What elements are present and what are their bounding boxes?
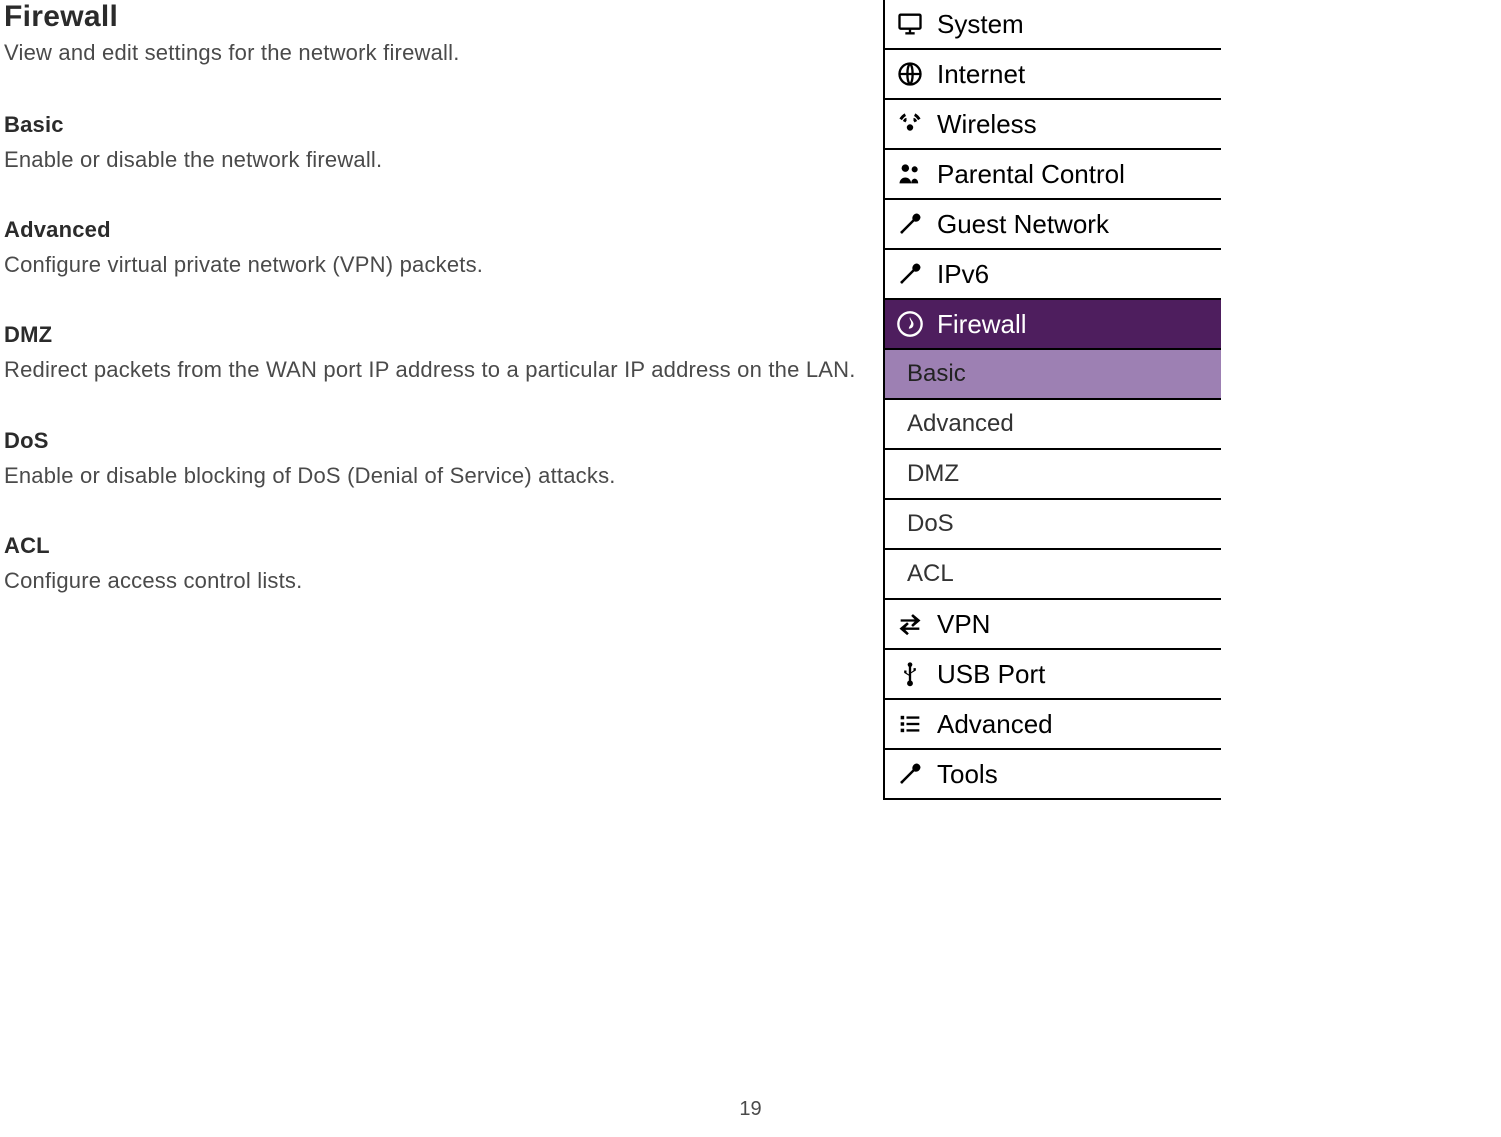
section-desc: Configure virtual private network (VPN) … xyxy=(4,249,870,280)
nav-label: Firewall xyxy=(937,309,1027,340)
fire-icon xyxy=(895,309,925,339)
section-dmz: DMZ Redirect packets from the WAN port I… xyxy=(4,322,870,385)
section-title: DoS xyxy=(4,428,870,454)
page-title: Firewall xyxy=(4,0,870,34)
page-intro: View and edit settings for the network f… xyxy=(4,40,870,66)
nav-sub-acl[interactable]: ACL xyxy=(885,548,1221,598)
section-title: DMZ xyxy=(4,322,870,348)
nav-label: Tools xyxy=(937,759,998,790)
section-basic: Basic Enable or disable the network fire… xyxy=(4,112,870,175)
monitor-icon xyxy=(895,9,925,39)
nav-sub-label: Basic xyxy=(907,360,966,388)
nav-item-advanced[interactable]: Advanced xyxy=(885,698,1221,748)
wrench-icon xyxy=(895,209,925,239)
nav-label: Advanced xyxy=(937,709,1053,740)
section-title: Basic xyxy=(4,112,870,138)
wifi-icon xyxy=(895,109,925,139)
nav-sub-label: DoS xyxy=(907,510,954,538)
nav-sub-dmz[interactable]: DMZ xyxy=(885,448,1221,498)
globe-icon xyxy=(895,59,925,89)
people-icon xyxy=(895,159,925,189)
section-desc: Enable or disable blocking of DoS (Denia… xyxy=(4,460,870,491)
nav-item-guest-network[interactable]: Guest Network xyxy=(885,198,1221,248)
nav-item-parental-control[interactable]: Parental Control xyxy=(885,148,1221,198)
nav-label: Parental Control xyxy=(937,159,1125,190)
nav-sub-label: Advanced xyxy=(907,410,1014,438)
nav-label: USB Port xyxy=(937,659,1045,690)
nav-item-internet[interactable]: Internet xyxy=(885,48,1221,98)
wrench-icon xyxy=(895,259,925,289)
nav-item-vpn[interactable]: VPN xyxy=(885,598,1221,648)
section-desc: Enable or disable the network firewall. xyxy=(4,144,870,175)
nav-label: Internet xyxy=(937,59,1025,90)
nav-item-firewall[interactable]: Firewall xyxy=(885,298,1221,348)
nav-label: Guest Network xyxy=(937,209,1109,240)
nav-item-system[interactable]: System xyxy=(885,0,1221,48)
nav-label: Wireless xyxy=(937,109,1037,140)
nav-sub-basic[interactable]: Basic xyxy=(885,348,1221,398)
section-advanced: Advanced Configure virtual private netwo… xyxy=(4,217,870,280)
section-desc: Redirect packets from the WAN port IP ad… xyxy=(4,354,870,385)
nav-item-tools[interactable]: Tools xyxy=(885,748,1221,798)
nav-sub-dos[interactable]: DoS xyxy=(885,498,1221,548)
nav-sub-advanced[interactable]: Advanced xyxy=(885,398,1221,448)
nav-sub-label: ACL xyxy=(907,560,954,588)
usb-icon xyxy=(895,659,925,689)
swap-icon xyxy=(895,609,925,639)
nav-label: VPN xyxy=(937,609,990,640)
nav-label: IPv6 xyxy=(937,259,989,290)
section-desc: Configure access control lists. xyxy=(4,565,870,596)
section-dos: DoS Enable or disable blocking of DoS (D… xyxy=(4,428,870,491)
nav-item-usb-port[interactable]: USB Port xyxy=(885,648,1221,698)
section-title: ACL xyxy=(4,533,870,559)
side-navigation: System Internet Wireless Parental Contro… xyxy=(883,0,1221,800)
page-number: 19 xyxy=(0,1098,1501,1121)
nav-item-ipv6[interactable]: IPv6 xyxy=(885,248,1221,298)
list-icon xyxy=(895,709,925,739)
nav-sub-label: DMZ xyxy=(907,460,959,488)
content-area: Firewall View and edit settings for the … xyxy=(0,0,870,638)
section-acl: ACL Configure access control lists. xyxy=(4,533,870,596)
nav-item-wireless[interactable]: Wireless xyxy=(885,98,1221,148)
section-title: Advanced xyxy=(4,217,870,243)
nav-label: System xyxy=(937,9,1024,40)
wrench-icon xyxy=(895,759,925,789)
